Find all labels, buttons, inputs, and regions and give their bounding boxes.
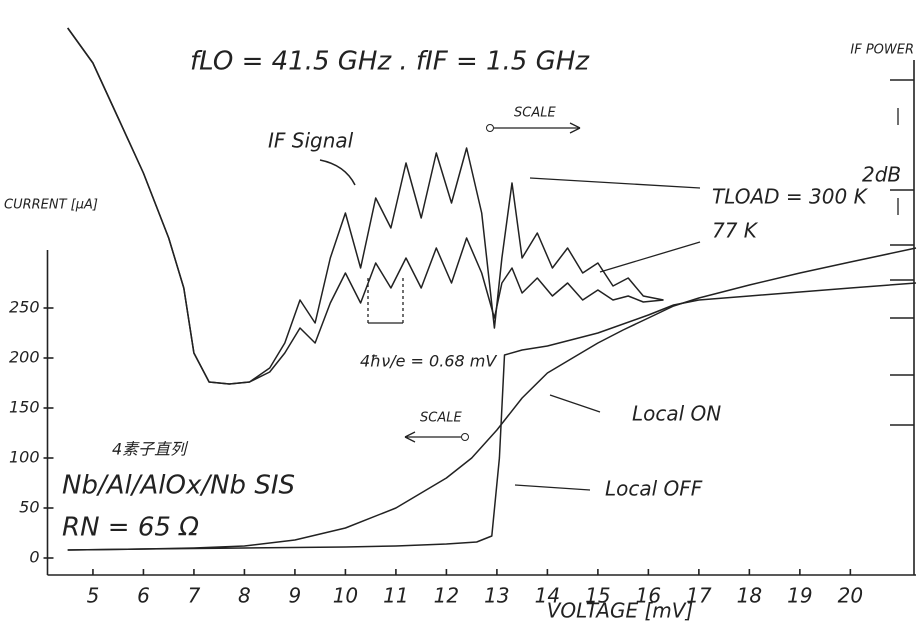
annotation: 4素子直列: [112, 440, 189, 459]
series-line: [67, 27, 664, 385]
y-tick-label: 250: [9, 298, 40, 317]
x-tick-label: 19: [787, 584, 812, 608]
y-tick-label: 50: [19, 498, 39, 517]
x-axis-label: VOLTAGE [mV]: [547, 599, 694, 623]
x-tick-label: 18: [737, 584, 762, 608]
series-label: 77 K: [712, 219, 759, 243]
x-tick-label: 6: [137, 584, 150, 608]
annotation: IF Signal: [268, 129, 354, 153]
x-tick-label: 12: [434, 584, 459, 608]
x-tick-label: 10: [333, 584, 358, 608]
annotation: RN = 65 Ω: [62, 513, 199, 543]
x-tick-label: 14: [535, 584, 560, 608]
series-label: Local OFF: [605, 477, 703, 501]
y-tick-label: 150: [9, 398, 40, 417]
annotation: 4ħν/e = 0.68 mV: [360, 352, 497, 371]
decorations: [319, 122, 581, 443]
x-tick-label: 9: [289, 584, 302, 608]
y-tick-label: 0: [29, 548, 39, 567]
annotation: SCALE: [514, 106, 556, 121]
x-tick-label: 17: [686, 584, 712, 608]
y-tick-label: 200: [9, 348, 40, 367]
series-label: Local ON: [632, 402, 721, 426]
series-line: [67, 27, 664, 385]
series-line: [67, 282, 917, 551]
x-tick-label: 13: [484, 584, 509, 608]
y-tick-label: 100: [9, 448, 40, 467]
annotation: 2dB: [862, 163, 901, 187]
y2-axis-label: IF POWER: [850, 43, 914, 58]
x-tick-label: 16: [636, 584, 661, 608]
x-tick-label: 20: [838, 584, 863, 608]
x-tick-label: 8: [238, 584, 251, 608]
label-pointer: [599, 241, 701, 273]
x-tick-label: 15: [585, 584, 610, 608]
x-tick-label: 7: [188, 584, 201, 608]
label-pointer: [549, 394, 601, 413]
label-pointer: [514, 484, 591, 491]
if-power-axis: [890, 60, 915, 575]
x-tick-label: 5: [87, 584, 100, 608]
series-label: TLOAD = 300 K: [712, 185, 869, 209]
annotation: SCALE: [420, 411, 462, 426]
annotation: Nb/Al/AlOx/Nb SIS: [62, 471, 295, 501]
x-tick-label: 11: [383, 584, 408, 608]
label-pointer: [529, 177, 701, 189]
y-axis-label: CURRENT [μA]: [4, 198, 98, 213]
chart-title: fLO = 41.5 GHz . fIF = 1.5 GHz: [190, 47, 590, 77]
series-line: [67, 247, 917, 551]
